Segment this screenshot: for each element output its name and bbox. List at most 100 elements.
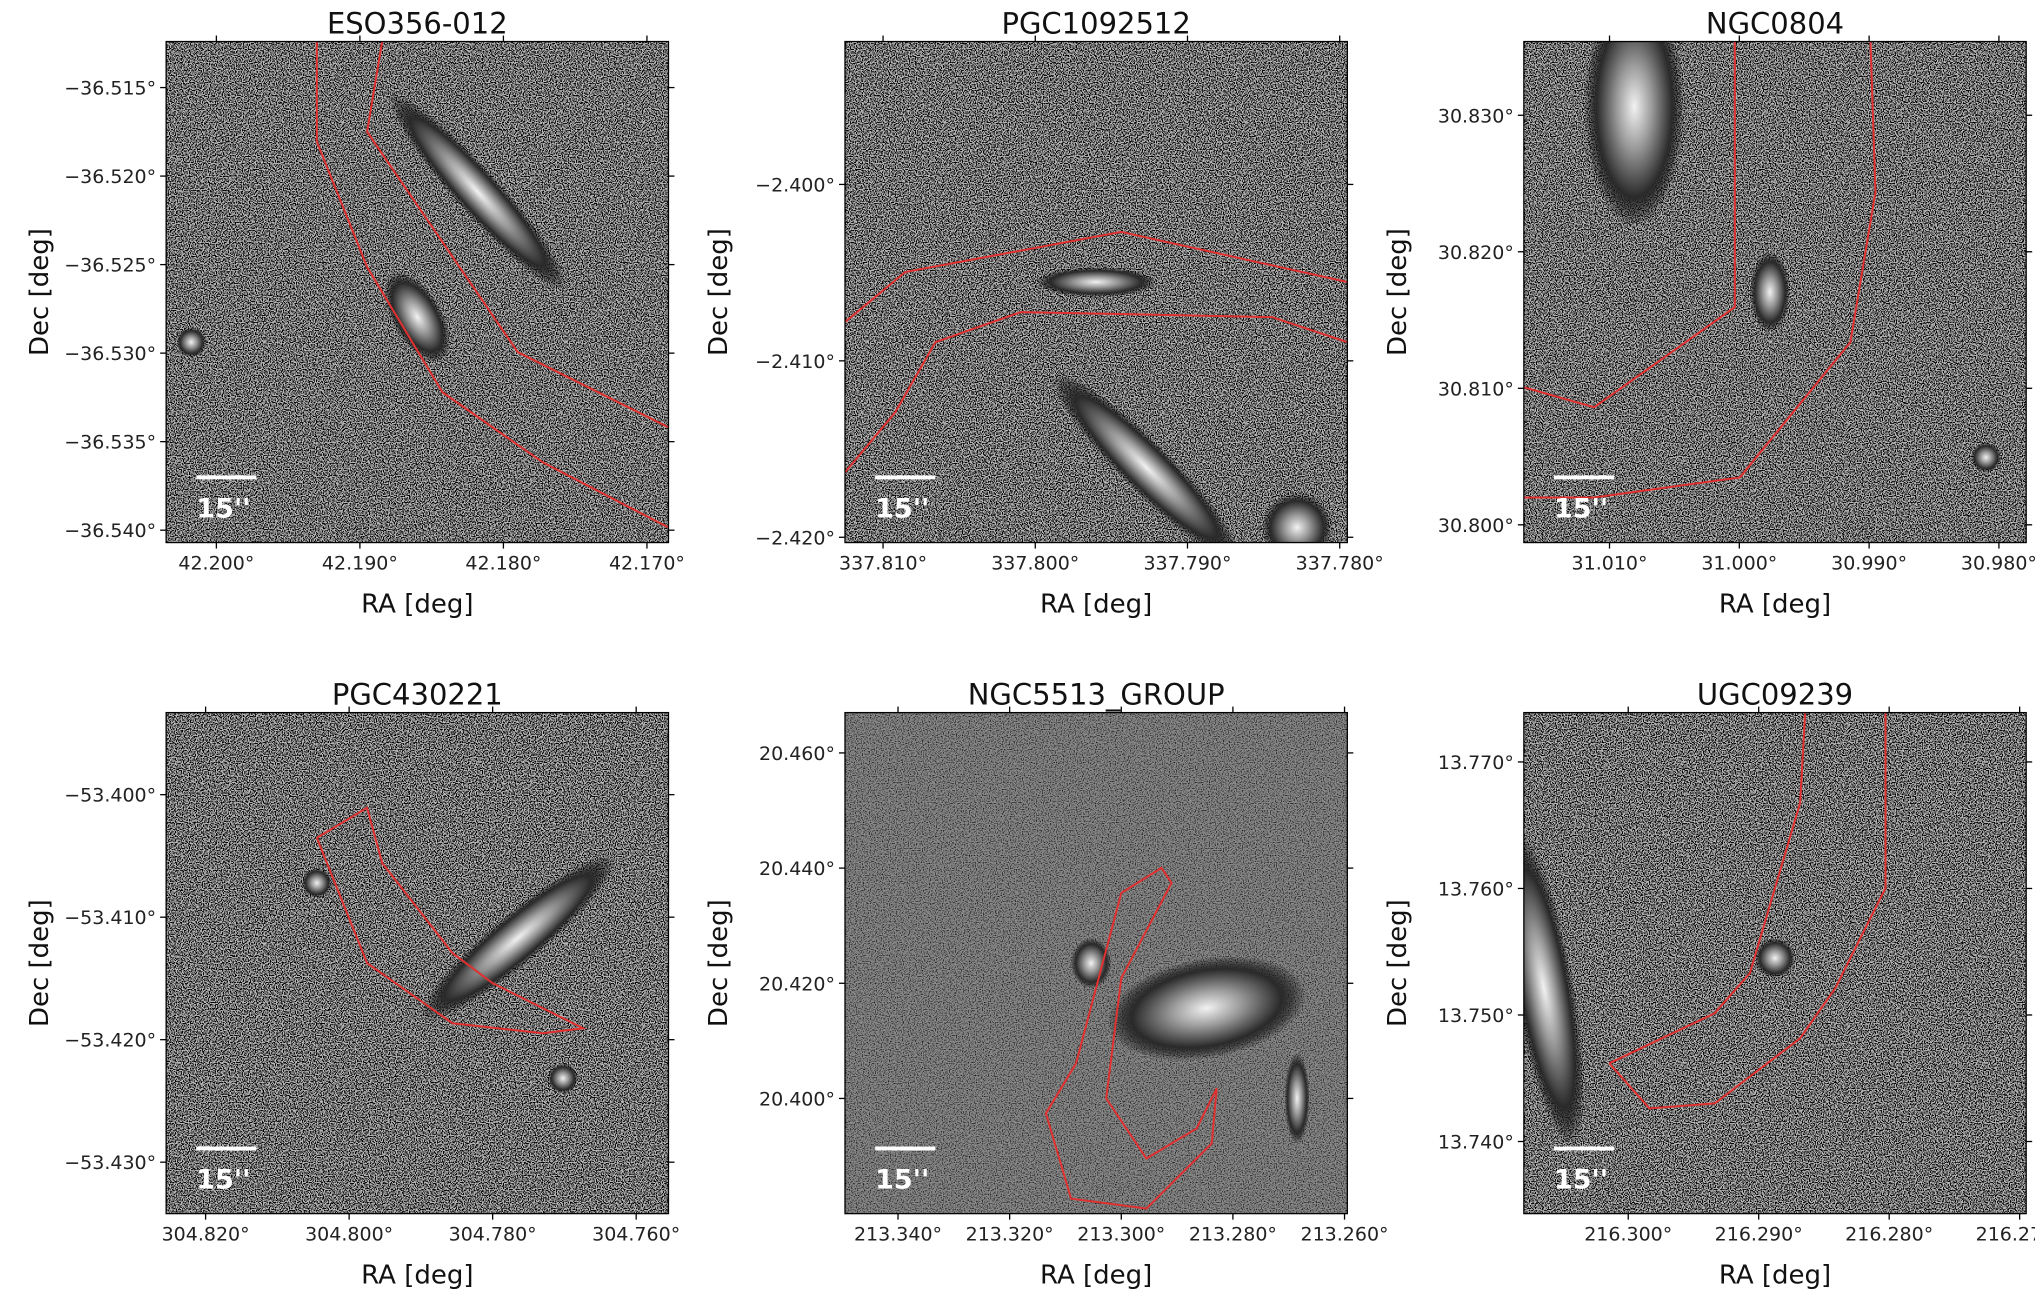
region-outline	[1523, 41, 1877, 499]
x-tick-label: 31.000°	[1701, 553, 1777, 575]
galaxy	[388, 93, 567, 291]
x-tick-label: 304.800°	[305, 1224, 393, 1246]
galaxy	[176, 327, 207, 358]
x-tick-label: 337.810°	[839, 553, 927, 575]
y-axis-label: Dec [deg]	[704, 899, 734, 1027]
panel-title: UGC09239	[1697, 678, 1853, 712]
y-tick-label: 30.830°	[1438, 105, 1514, 127]
region-outline	[844, 311, 1348, 474]
panel-title: NGC0804	[1706, 7, 1844, 41]
x-tick-label: 213.260°	[1300, 1224, 1388, 1246]
panel: 15'' 337.810° 337.800° 337.790° 337.780° −2.4…	[704, 7, 1384, 620]
y-tick-label: 20.420°	[759, 973, 835, 995]
y-tick-label: 20.400°	[759, 1088, 835, 1110]
x-tick-label: 42.170°	[609, 553, 685, 575]
y-tick-label: 20.460°	[759, 743, 835, 765]
panel-title: ESO356-012	[327, 7, 508, 41]
galaxy	[1523, 830, 1585, 1147]
y-tick-label: 30.800°	[1438, 515, 1514, 537]
y-tick-label: 30.820°	[1438, 242, 1514, 264]
x-tick-label: 337.800°	[991, 553, 1079, 575]
region-outline	[1044, 866, 1218, 1210]
axes-frame	[165, 711, 670, 1215]
y-tick-label: 13.740°	[1438, 1132, 1514, 1154]
x-tick-label: 213.340°	[854, 1224, 942, 1246]
x-tick-label: 30.980°	[1961, 553, 2035, 575]
sky-noise	[166, 712, 669, 1214]
x-axis-label: RA [deg]	[361, 1261, 473, 1291]
x-tick-label: 337.790°	[1143, 553, 1231, 575]
sky-image	[1523, 41, 2027, 543]
panel: 15'' 42.200° 42.190° 42.180° 42.170° −36.515°…	[25, 7, 685, 620]
y-tick-label: −36.515°	[64, 78, 156, 100]
region-outline	[844, 230, 1348, 323]
y-tick-label: −36.525°	[64, 255, 156, 277]
y-tick-label: −36.540°	[64, 520, 156, 542]
galaxy	[1261, 492, 1333, 543]
x-tick-label: 304.780°	[449, 1224, 537, 1246]
y-axis-label: Dec [deg]	[1383, 899, 1413, 1027]
y-tick-label: 30.810°	[1438, 378, 1514, 400]
x-tick-label: 42.190°	[322, 553, 398, 575]
axes-frame	[1523, 40, 2027, 544]
galaxy	[1584, 41, 1685, 227]
region-outline	[315, 41, 669, 529]
x-tick-label: 213.300°	[1077, 1224, 1165, 1246]
x-tick-label: 216.270°	[1976, 1224, 2035, 1246]
y-tick-label: −53.420°	[64, 1030, 156, 1052]
scale-bar-label: 15''	[875, 1165, 929, 1196]
panel-title: NGC5513_GROUP	[968, 678, 1225, 712]
sky-image	[844, 712, 1348, 1214]
region-outline	[1608, 712, 1807, 1065]
x-tick-label: 216.300°	[1584, 1224, 1672, 1246]
x-tick-label: 42.200°	[178, 553, 254, 575]
panel: 15'' 216.300° 216.290° 216.280° 216.270° 13.7…	[1383, 678, 2035, 1291]
y-axis-label: Dec [deg]	[704, 228, 734, 356]
galaxy	[1052, 373, 1241, 543]
x-axis-label: RA [deg]	[1719, 590, 1831, 620]
x-tick-label: 304.820°	[162, 1224, 250, 1246]
y-tick-label: −2.420°	[755, 527, 835, 549]
sky-image	[166, 712, 669, 1214]
x-tick-label: 216.280°	[1845, 1224, 1933, 1246]
panel: 15'' 213.340° 213.320° 213.300° 213.280° 213.…	[704, 678, 1389, 1291]
scale-bar-label: 15''	[196, 494, 250, 525]
galaxy	[301, 867, 332, 898]
panel: 15'' 31.010° 31.000° 30.990° 30.980° 30.830° 3…	[1383, 7, 2035, 620]
y-tick-label: −36.535°	[64, 432, 156, 454]
galaxy	[1071, 938, 1112, 989]
y-tick-label: −53.430°	[64, 1152, 156, 1174]
galaxy	[1035, 266, 1157, 298]
x-axis-label: RA [deg]	[1040, 590, 1152, 620]
x-tick-label: 304.760°	[592, 1224, 680, 1246]
y-tick-label: −53.410°	[64, 907, 156, 929]
x-tick-label: 216.290°	[1715, 1224, 1803, 1246]
x-tick-label: 213.280°	[1189, 1224, 1277, 1246]
panel: 15'' 304.820° 304.800° 304.780° 304.760° −53.…	[25, 678, 680, 1291]
x-axis-label: RA [deg]	[361, 590, 473, 620]
y-axis-label: Dec [deg]	[25, 899, 55, 1027]
x-axis-label: RA [deg]	[1719, 1261, 1831, 1291]
galaxy	[1754, 938, 1796, 979]
region-outline	[315, 806, 587, 1035]
axes-frame	[844, 40, 1348, 544]
y-tick-label: −36.530°	[64, 343, 156, 365]
panel-title: PGC430221	[332, 678, 503, 712]
x-axis-label: RA [deg]	[1040, 1261, 1152, 1291]
axes-frame	[1523, 711, 2027, 1215]
galaxy	[384, 271, 451, 363]
region-outline	[1523, 41, 1736, 409]
galaxy	[547, 1063, 579, 1094]
y-tick-label: 13.770°	[1438, 752, 1514, 774]
y-tick-label: −2.400°	[755, 174, 835, 196]
axes-frame	[165, 40, 670, 544]
sky-image	[166, 41, 669, 543]
y-tick-label: 13.760°	[1438, 878, 1514, 900]
x-tick-label: 213.320°	[966, 1224, 1054, 1246]
scale-bar-label: 15''	[1554, 494, 1608, 525]
scale-bar-label: 15''	[196, 1165, 250, 1196]
galaxy	[1970, 442, 2002, 473]
region-outline	[366, 41, 669, 429]
y-tick-label: 13.750°	[1438, 1005, 1514, 1027]
scale-bar-label: 15''	[875, 494, 929, 525]
